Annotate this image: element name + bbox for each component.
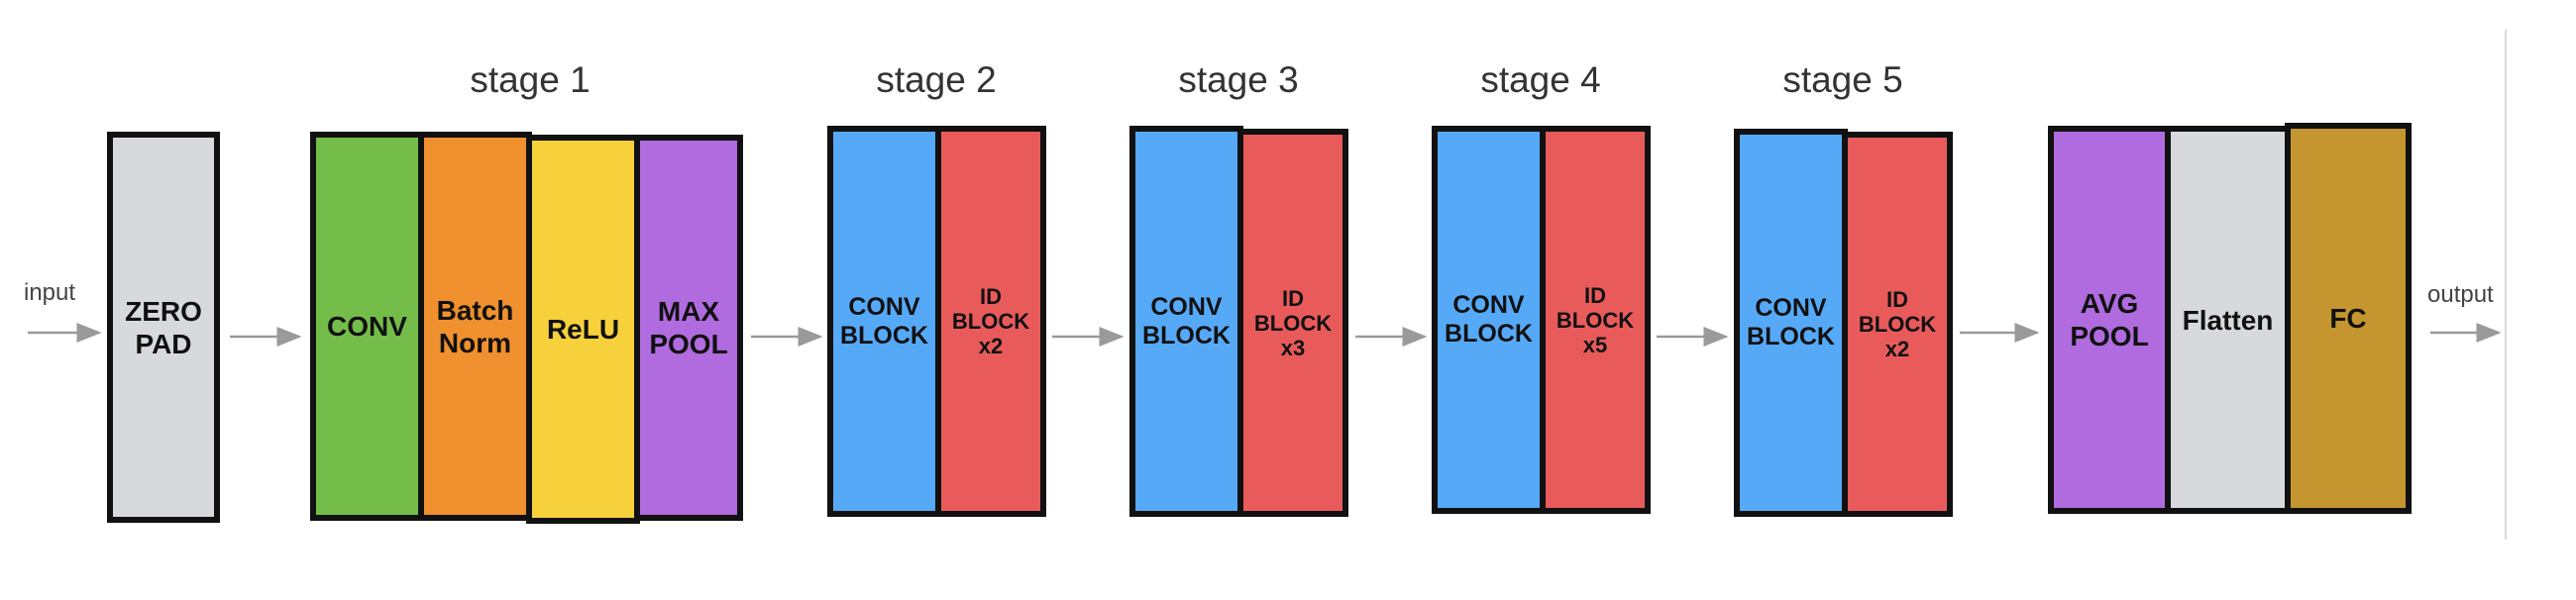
max-pool-block: MAX POOL [634, 135, 743, 521]
input-label: input [24, 279, 76, 306]
right-edge-divider [2505, 30, 2507, 540]
id-block-stage4: ID BLOCK x5 [1540, 126, 1651, 514]
conv-block-stage1: CONV [310, 132, 424, 521]
stage-1-label: stage 1 [470, 59, 590, 100]
conv-block-stage5: CONV BLOCK [1734, 129, 1848, 517]
conv-block-stage2: CONV BLOCK [827, 126, 941, 517]
conv-block-stage4: CONV BLOCK [1432, 126, 1546, 514]
conv-block-stage3: CONV BLOCK [1129, 126, 1243, 517]
stage-2-label: stage 2 [876, 59, 997, 100]
avg-pool-block: AVG POOL [2048, 126, 2171, 514]
stage-5-label: stage 5 [1782, 59, 1903, 100]
flatten-block: Flatten [2165, 126, 2291, 514]
id-block-stage5: ID BLOCK x2 [1842, 132, 1953, 517]
batch-norm-block: Batch Norm [418, 132, 532, 521]
stage-4-label: stage 4 [1480, 59, 1601, 100]
zero-pad-block: ZERO PAD [107, 132, 220, 523]
id-block-stage3: ID BLOCK x3 [1237, 129, 1348, 517]
output-label: output [2427, 281, 2494, 308]
stage-3-label: stage 3 [1178, 59, 1299, 100]
relu-block: ReLU [526, 135, 640, 524]
fc-block: FC [2285, 123, 2412, 514]
id-block-stage2: ID BLOCK x2 [935, 126, 1046, 517]
